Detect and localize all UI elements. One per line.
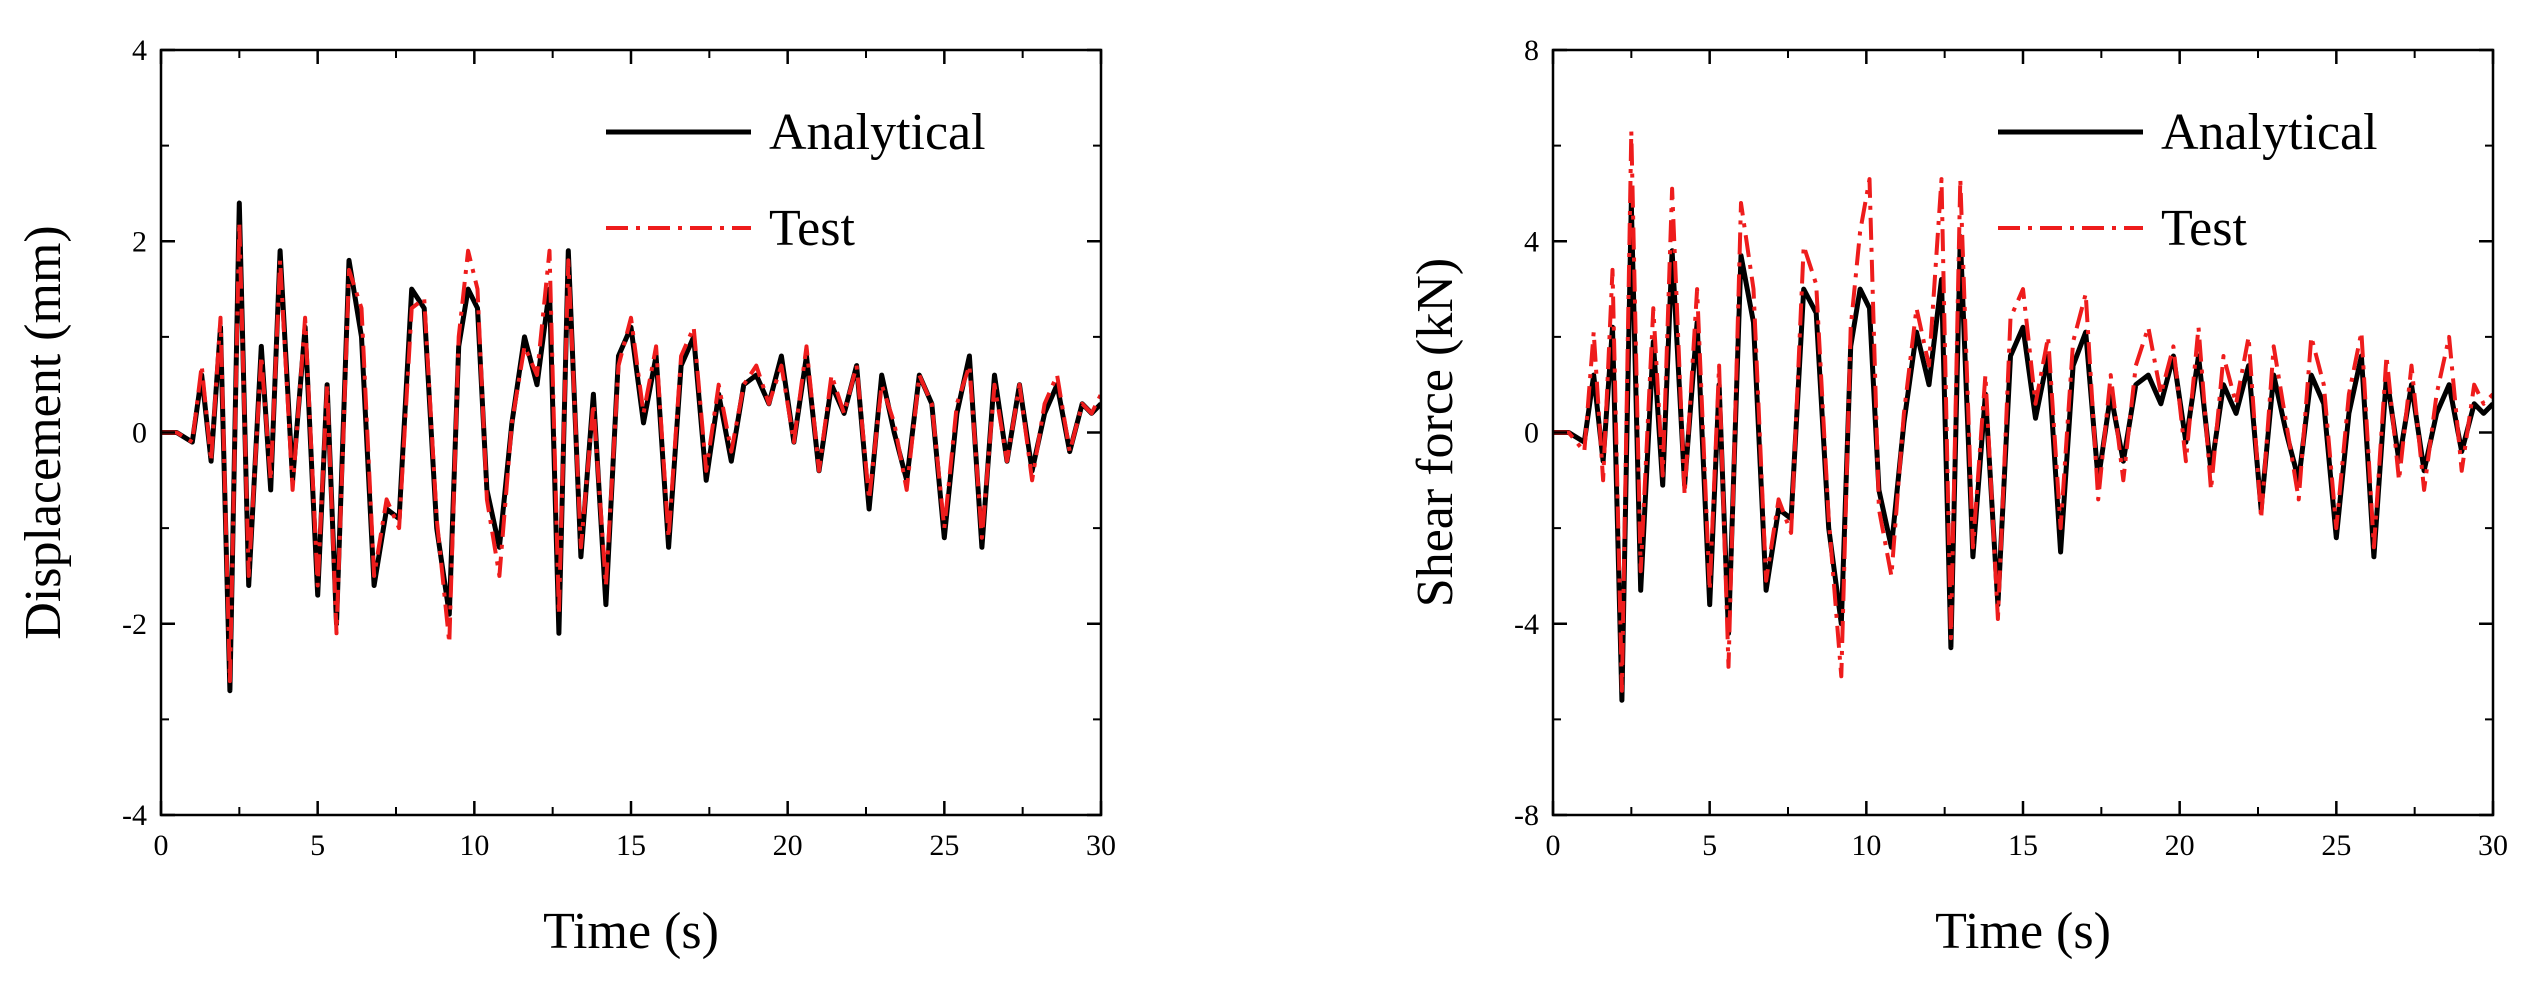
x-tick-label: 15 <box>2008 829 2038 862</box>
legend: Analytical Test <box>606 104 986 257</box>
x-tick-label: 25 <box>929 829 959 862</box>
y-axis-title: Shear force (kN) <box>1407 258 1464 607</box>
y-tick-label: -8 <box>1514 799 1539 832</box>
chart-panel-2: 0 5 10 15 20 25 30 -8 -4 0 4 8 Time (s) Shear force (… <box>1407 34 2508 960</box>
legend-label-test: Test <box>2161 200 2247 257</box>
x-tick-label: 30 <box>2478 829 2508 862</box>
x-tick-label: 0 <box>1546 829 1561 862</box>
legend-label-analytical: Analytical <box>769 104 986 161</box>
plot-frame <box>159 48 1103 817</box>
y-tick-label: -2 <box>122 608 147 641</box>
y-tick-label: 0 <box>132 417 147 450</box>
x-tick-label: 25 <box>2321 829 2351 862</box>
y-tick-label: 2 <box>132 225 147 258</box>
series-line-test <box>161 220 1101 684</box>
series-line-analytical <box>161 200 1101 694</box>
series-line-analytical <box>1553 200 2493 703</box>
legend-label-analytical: Analytical <box>2161 104 2378 161</box>
y-axis-title: Displacement (mm) <box>15 225 72 639</box>
x-tick-label: 10 <box>459 829 489 862</box>
x-axis-title: Time (s) <box>1935 903 2111 960</box>
x-tick-label: 20 <box>2165 829 2195 862</box>
x-tick-label: 0 <box>154 829 169 862</box>
y-tick-label: -4 <box>122 799 147 832</box>
x-tick-label: 5 <box>310 829 325 862</box>
chart-panel-1: 0 5 10 15 20 25 30 -4 -2 0 2 4 Time (s) Displacement … <box>15 34 1116 960</box>
x-tick-label: 30 <box>1086 829 1116 862</box>
legend-label-test: Test <box>769 200 855 257</box>
x-tick-label: 20 <box>773 829 803 862</box>
legend: Analytical Test <box>1998 104 2378 257</box>
y-tick-label: 8 <box>1524 34 1539 67</box>
x-tick-label: 15 <box>616 829 646 862</box>
x-tick-label: 5 <box>1702 829 1717 862</box>
plot-frame <box>1551 48 2495 817</box>
x-axis-title: Time (s) <box>543 903 719 960</box>
y-tick-label: 4 <box>1524 225 1539 258</box>
y-tick-label: -4 <box>1514 608 1539 641</box>
y-tick-label: 0 <box>1524 417 1539 450</box>
series-line-test <box>1553 129 2493 693</box>
x-tick-label: 10 <box>1851 829 1881 862</box>
y-tick-label: 4 <box>132 34 147 67</box>
